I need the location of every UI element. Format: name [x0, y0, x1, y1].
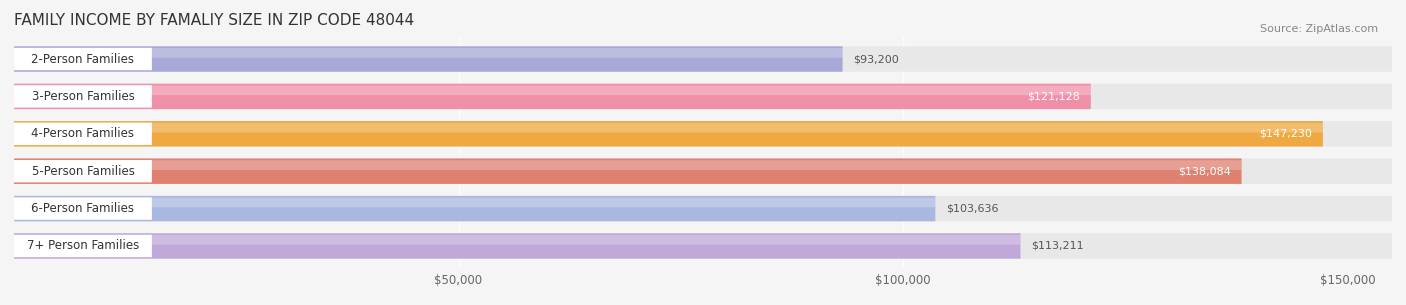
- Text: Source: ZipAtlas.com: Source: ZipAtlas.com: [1260, 24, 1378, 34]
- FancyBboxPatch shape: [14, 121, 1392, 146]
- FancyBboxPatch shape: [14, 159, 1392, 184]
- FancyBboxPatch shape: [14, 48, 152, 70]
- FancyBboxPatch shape: [14, 46, 842, 72]
- FancyBboxPatch shape: [14, 233, 1392, 259]
- Text: 7+ Person Families: 7+ Person Families: [27, 239, 139, 253]
- Text: $121,128: $121,128: [1028, 92, 1080, 102]
- FancyBboxPatch shape: [14, 85, 152, 108]
- Text: 3-Person Families: 3-Person Families: [31, 90, 135, 103]
- FancyBboxPatch shape: [14, 46, 1392, 72]
- FancyBboxPatch shape: [14, 85, 1091, 95]
- Text: FAMILY INCOME BY FAMALIY SIZE IN ZIP CODE 48044: FAMILY INCOME BY FAMALIY SIZE IN ZIP COD…: [14, 13, 415, 28]
- Text: 2-Person Families: 2-Person Families: [31, 52, 135, 66]
- FancyBboxPatch shape: [14, 197, 152, 220]
- Text: $147,230: $147,230: [1260, 129, 1312, 139]
- FancyBboxPatch shape: [14, 198, 935, 207]
- FancyBboxPatch shape: [14, 123, 1323, 133]
- Text: $138,084: $138,084: [1178, 166, 1230, 176]
- Text: 4-Person Families: 4-Person Families: [31, 127, 135, 140]
- Text: $93,200: $93,200: [853, 54, 898, 64]
- Text: 6-Person Families: 6-Person Families: [31, 202, 135, 215]
- FancyBboxPatch shape: [14, 84, 1392, 109]
- FancyBboxPatch shape: [14, 233, 1021, 259]
- FancyBboxPatch shape: [14, 160, 152, 182]
- FancyBboxPatch shape: [14, 123, 152, 145]
- FancyBboxPatch shape: [14, 235, 1021, 245]
- FancyBboxPatch shape: [14, 235, 152, 257]
- Text: $103,636: $103,636: [946, 203, 998, 213]
- FancyBboxPatch shape: [14, 159, 1241, 184]
- Text: $113,211: $113,211: [1031, 241, 1084, 251]
- FancyBboxPatch shape: [14, 196, 935, 221]
- FancyBboxPatch shape: [14, 84, 1091, 109]
- FancyBboxPatch shape: [14, 121, 1323, 146]
- Text: 5-Person Families: 5-Person Families: [31, 165, 135, 178]
- FancyBboxPatch shape: [14, 196, 1392, 221]
- FancyBboxPatch shape: [14, 160, 1241, 170]
- FancyBboxPatch shape: [14, 48, 842, 58]
